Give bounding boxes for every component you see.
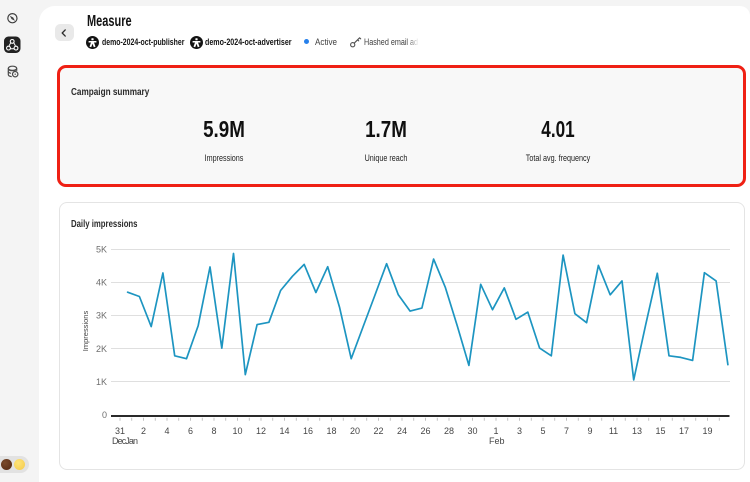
svg-text:13: 13 bbox=[632, 426, 642, 436]
svg-text:Feb: Feb bbox=[489, 436, 505, 446]
svg-text:17: 17 bbox=[679, 426, 689, 436]
svg-text:18: 18 bbox=[326, 426, 336, 436]
svg-text:31: 31 bbox=[115, 426, 125, 436]
svg-text:0: 0 bbox=[102, 410, 107, 420]
svg-text:5K: 5K bbox=[96, 245, 107, 255]
svg-text:6: 6 bbox=[188, 426, 193, 436]
svg-text:4K: 4K bbox=[96, 278, 107, 288]
svg-text:12: 12 bbox=[256, 426, 266, 436]
svg-text:3K: 3K bbox=[96, 311, 107, 321]
svg-text:1K: 1K bbox=[96, 377, 107, 387]
svg-text:28: 28 bbox=[444, 426, 454, 436]
svg-text:5: 5 bbox=[540, 426, 545, 436]
svg-text:20: 20 bbox=[350, 426, 360, 436]
svg-text:22: 22 bbox=[373, 426, 383, 436]
svg-text:19: 19 bbox=[702, 426, 712, 436]
svg-text:11: 11 bbox=[609, 426, 618, 436]
svg-text:30: 30 bbox=[467, 426, 477, 436]
svg-text:3: 3 bbox=[517, 426, 522, 436]
svg-text:1: 1 bbox=[493, 426, 498, 436]
svg-text:10: 10 bbox=[232, 426, 242, 436]
svg-text:8: 8 bbox=[211, 426, 216, 436]
svg-text:26: 26 bbox=[420, 426, 430, 436]
svg-text:16: 16 bbox=[303, 426, 313, 436]
svg-text:2K: 2K bbox=[96, 344, 107, 354]
svg-text:15: 15 bbox=[655, 426, 665, 436]
svg-text:DecJan: DecJan bbox=[112, 436, 138, 446]
svg-text:24: 24 bbox=[397, 426, 407, 436]
svg-text:Impressions: Impressions bbox=[81, 311, 90, 352]
svg-text:9: 9 bbox=[587, 426, 592, 436]
svg-text:14: 14 bbox=[279, 426, 289, 436]
svg-text:7: 7 bbox=[564, 426, 569, 436]
svg-text:4: 4 bbox=[164, 426, 169, 436]
svg-text:2: 2 bbox=[141, 426, 146, 436]
